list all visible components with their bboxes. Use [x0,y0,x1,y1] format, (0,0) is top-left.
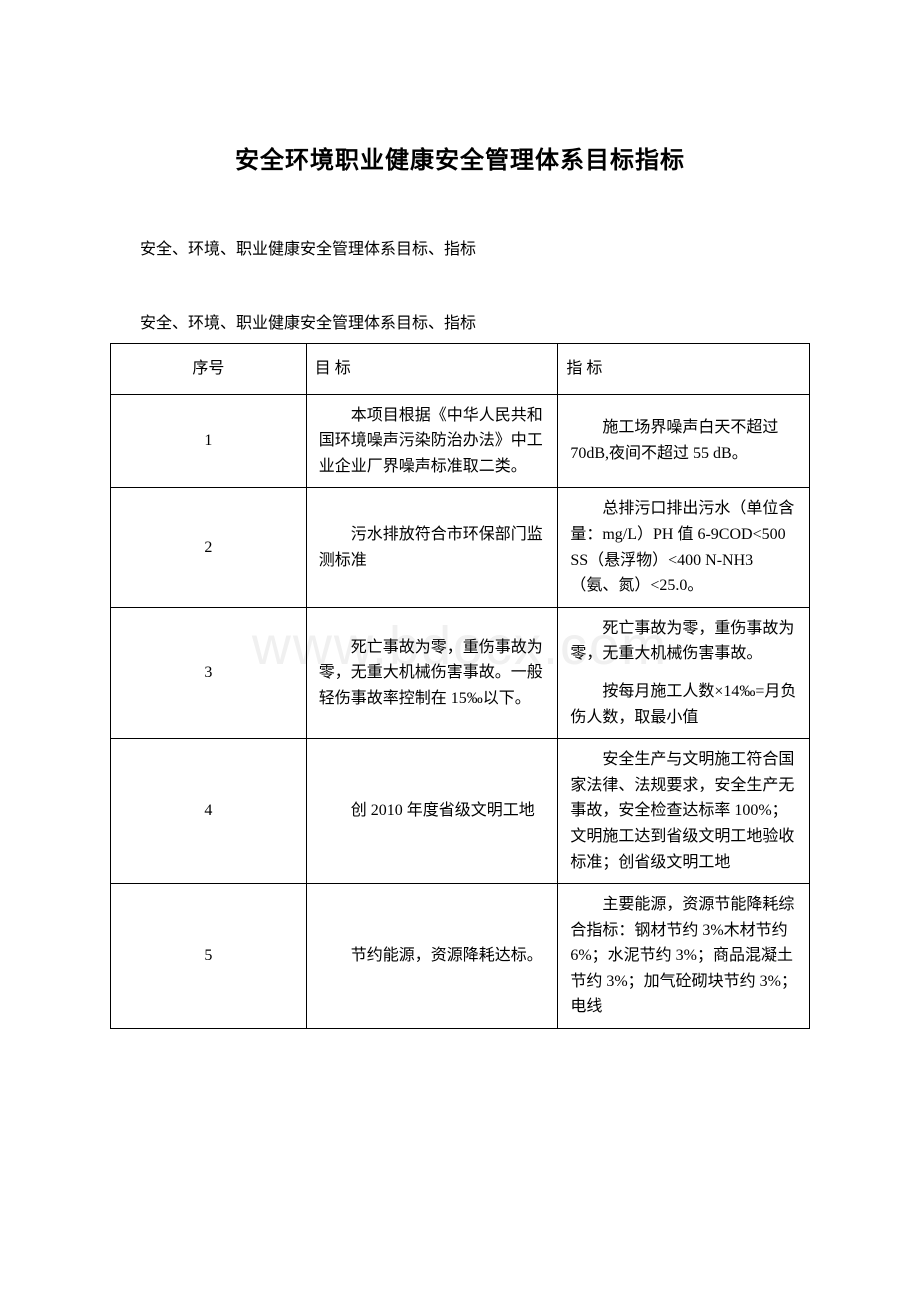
goal-text: 死亡事故为零，重伤事故为零，无重大机械伤害事故。一般轻伤事故率控制在 15‰以下… [319,635,546,712]
header-target: 指 标 [558,344,810,395]
target-text: 安全生产与文明施工符合国家法律、法规要求，安全生产无事故，安全检查达标率 100… [570,747,797,875]
cell-goal: 污水排放符合市环保部门监测标准 [306,488,558,607]
table-row: 4 创 2010 年度省级文明工地 安全生产与文明施工符合国家法律、法规要求，安… [111,739,810,884]
target-text-p1: 死亡事故为零，重伤事故为零，无重大机械伤害事故。 [570,616,797,667]
goal-text: 节约能源，资源降耗达标。 [319,943,546,969]
cell-target: 施工场界噪声白天不超过 70dB,夜间不超过 55 dB。 [558,394,810,488]
cell-goal: 节约能源，资源降耗达标。 [306,884,558,1029]
target-text: 总排污口排出污水（单位含量：mg/L）PH 值 6-9COD<500 SS（悬浮… [570,496,797,598]
table-row: 2 污水排放符合市环保部门监测标准 总排污口排出污水（单位含量：mg/L）PH … [111,488,810,607]
document-subtitle-2: 安全、环境、职业健康安全管理体系目标、指标 [140,309,810,333]
document-subtitle: 安全、环境、职业健康安全管理体系目标、指标 [140,235,810,259]
cell-seq: 4 [111,739,307,884]
cell-goal: 创 2010 年度省级文明工地 [306,739,558,884]
goal-text: 创 2010 年度省级文明工地 [319,798,546,824]
cell-seq: 1 [111,394,307,488]
document-title: 安全环境职业健康安全管理体系目标指标 [110,140,810,175]
cell-target: 总排污口排出污水（单位含量：mg/L）PH 值 6-9COD<500 SS（悬浮… [558,488,810,607]
target-text: 主要能源，资源节能降耗综合指标：钢材节约 3%木材节约 6%；水泥节约 3%；商… [570,892,797,1020]
cell-seq: 5 [111,884,307,1029]
goals-table: 序号 目 标 指 标 1 本项目根据《中华人民共和国环境噪声污染防治办法》中工业… [110,343,810,1029]
table-header-row: 序号 目 标 指 标 [111,344,810,395]
header-goal: 目 标 [306,344,558,395]
cell-target: 主要能源，资源节能降耗综合指标：钢材节约 3%木材节约 6%；水泥节约 3%；商… [558,884,810,1029]
table-row: 5 节约能源，资源降耗达标。 主要能源，资源节能降耗综合指标：钢材节约 3%木材… [111,884,810,1029]
table-row: 3 死亡事故为零，重伤事故为零，无重大机械伤害事故。一般轻伤事故率控制在 15‰… [111,607,810,738]
goal-text: 本项目根据《中华人民共和国环境噪声污染防治办法》中工业企业厂界噪声标准取二类。 [319,403,546,480]
cell-seq: 2 [111,488,307,607]
header-seq: 序号 [111,344,307,395]
table-row: 1 本项目根据《中华人民共和国环境噪声污染防治办法》中工业企业厂界噪声标准取二类… [111,394,810,488]
target-text-p2: 按每月施工人数×14‰=月负伤人数，取最小值 [570,679,797,730]
goal-text: 污水排放符合市环保部门监测标准 [319,522,546,573]
cell-goal: 死亡事故为零，重伤事故为零，无重大机械伤害事故。一般轻伤事故率控制在 15‰以下… [306,607,558,738]
cell-goal: 本项目根据《中华人民共和国环境噪声污染防治办法》中工业企业厂界噪声标准取二类。 [306,394,558,488]
target-text: 施工场界噪声白天不超过 70dB,夜间不超过 55 dB。 [570,415,797,466]
cell-target: 死亡事故为零，重伤事故为零，无重大机械伤害事故。 按每月施工人数×14‰=月负伤… [558,607,810,738]
cell-target: 安全生产与文明施工符合国家法律、法规要求，安全生产无事故，安全检查达标率 100… [558,739,810,884]
cell-seq: 3 [111,607,307,738]
